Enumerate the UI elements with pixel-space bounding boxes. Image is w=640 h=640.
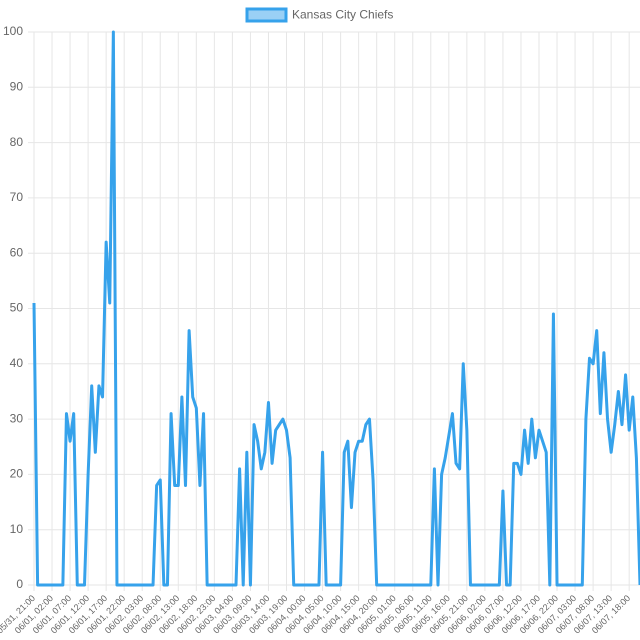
y-tick-label: 10 — [10, 522, 24, 536]
y-tick-label: 80 — [10, 135, 24, 149]
legend-label[interactable]: Kansas City Chiefs — [292, 8, 393, 22]
y-tick-label: 100 — [3, 24, 23, 38]
y-tick-label: 40 — [10, 356, 24, 370]
y-tick-label: 90 — [10, 79, 24, 93]
y-tick-label: 20 — [10, 467, 24, 481]
legend-swatch[interactable] — [245, 7, 288, 23]
y-tick-label: 50 — [10, 301, 24, 315]
data-line — [32, 30, 640, 587]
y-tick-label: 0 — [16, 577, 23, 591]
y-tick-label: 60 — [10, 245, 24, 259]
y-tick-label: 70 — [10, 190, 24, 204]
y-tick-label: 30 — [10, 411, 24, 425]
